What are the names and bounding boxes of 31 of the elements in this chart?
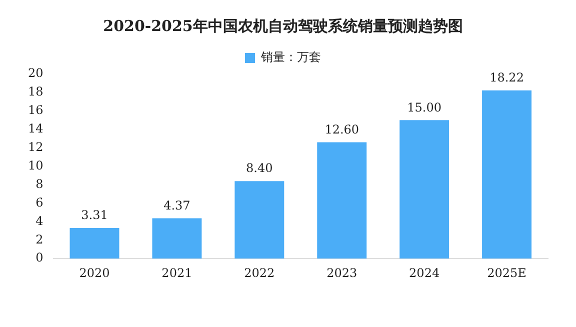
y-tick-label: 18 — [28, 84, 44, 99]
y-tick-label: 2 — [36, 232, 44, 246]
y-tick-label: 16 — [28, 103, 44, 118]
legend-label: 销量：万套 — [260, 50, 321, 64]
text: 12.60 — [324, 122, 360, 136]
text: 8.40 — [246, 161, 273, 176]
bar — [400, 120, 450, 259]
text: 15.00 — [407, 100, 442, 114]
bar — [70, 228, 120, 259]
y-tick-label: 12 — [28, 140, 44, 154]
chart-title: 2020-2025年中国农机自动驾驶系统销量预测趋势图 — [103, 16, 463, 35]
text: 18.22 — [490, 70, 524, 85]
text: 4.37 — [164, 198, 190, 212]
x-tick-label: 2022 — [244, 266, 275, 280]
x-tick-label: 2023 — [326, 266, 358, 280]
y-tick-label: 4 — [36, 214, 44, 228]
x-tick-label: 2024 — [409, 266, 440, 280]
y-tick-label: 20 — [28, 66, 44, 80]
text: 3.31 — [81, 208, 108, 222]
y-tick-label: 8 — [36, 176, 44, 191]
bar — [317, 142, 367, 259]
y-tick-label: 10 — [28, 158, 44, 172]
x-tick-label: 2025E — [487, 266, 526, 280]
bar — [234, 181, 284, 259]
x-tick-label: 2021 — [162, 266, 192, 280]
bar — [482, 90, 532, 259]
y-tick-label: 6 — [36, 195, 44, 210]
bar — [152, 218, 202, 259]
y-tick-label: 0 — [36, 250, 44, 265]
x-tick-label: 2020 — [79, 266, 110, 280]
y-tick-label: 14 — [28, 122, 44, 136]
